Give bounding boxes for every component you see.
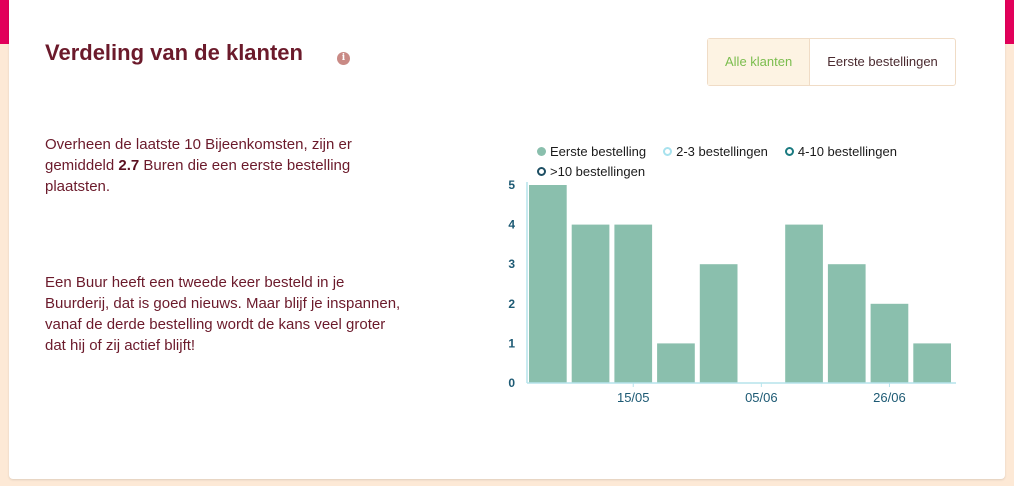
legend-label: Eerste bestelling bbox=[550, 143, 647, 159]
legend-label: 4-10 bestellingen bbox=[797, 143, 897, 159]
legend-item[interactable]: 2-3 bestellingen bbox=[663, 141, 768, 161]
bar[interactable] bbox=[571, 224, 610, 383]
average-first-orders-text: Overheen de laatste 10 Bijeenkomsten, zi… bbox=[45, 134, 405, 197]
bar[interactable] bbox=[614, 224, 653, 383]
legend-marker-icon bbox=[663, 146, 673, 156]
bar[interactable] bbox=[870, 303, 909, 383]
legend-marker-icon bbox=[784, 146, 794, 156]
bar[interactable] bbox=[827, 264, 866, 383]
customer-filter-tabs: Alle klanten Eerste bestellingen bbox=[707, 38, 956, 86]
tab-first-orders[interactable]: Eerste bestellingen bbox=[827, 54, 938, 69]
y-tick-label: 3 bbox=[508, 257, 515, 271]
orders-bar-chart: 0 1 2 3 4 5 15/05 05/06 26/06 bbox=[508, 178, 956, 405]
average-value: 2.7 bbox=[118, 157, 140, 174]
x-tick-label: 15/05 bbox=[617, 390, 650, 405]
x-tick-label: 05/06 bbox=[745, 390, 778, 405]
info-icon[interactable]: i bbox=[337, 52, 350, 65]
legend-label: >10 bestellingen bbox=[550, 163, 646, 179]
y-tick-label: 2 bbox=[508, 297, 515, 311]
y-tick-label: 1 bbox=[508, 336, 515, 350]
y-tick-label: 4 bbox=[508, 218, 515, 232]
y-tick-label: 0 bbox=[508, 376, 515, 390]
x-tick-label: 26/06 bbox=[873, 390, 906, 405]
legend-item[interactable]: 4-10 bestellingen bbox=[784, 141, 897, 161]
legend-marker-icon bbox=[537, 166, 546, 176]
page-title: Verdeling van de klanten bbox=[45, 40, 303, 65]
bar[interactable] bbox=[699, 264, 738, 383]
tab-all-customers[interactable]: Alle klanten bbox=[708, 39, 811, 85]
bar[interactable] bbox=[913, 343, 951, 383]
para1-pre: Overheen de laatste 10 Bijeenkomsten, zi… bbox=[45, 136, 352, 174]
chart-legend: Eerste bestelling 2-3 bestellingen 4-10 be… bbox=[537, 141, 967, 181]
legend-label: 2-3 bestellingen bbox=[676, 143, 768, 159]
para1-post: Buren die een eerste bestelling plaatste… bbox=[45, 157, 351, 195]
accent-bar-right bbox=[1002, 0, 1014, 44]
bar[interactable] bbox=[785, 224, 823, 383]
second-order-text: Een Buur heeft een tweede keer besteld i… bbox=[45, 274, 401, 354]
bar[interactable] bbox=[529, 185, 567, 383]
legend-item[interactable]: Eerste bestelling bbox=[537, 141, 646, 161]
legend-item[interactable]: >10 bestellingen bbox=[537, 161, 645, 181]
y-tick-label: 5 bbox=[508, 178, 515, 192]
distribution-card: Verdeling van de klanten i Alle klanten … bbox=[9, 0, 1005, 479]
bar[interactable] bbox=[657, 343, 695, 383]
legend-marker-icon bbox=[537, 146, 546, 156]
